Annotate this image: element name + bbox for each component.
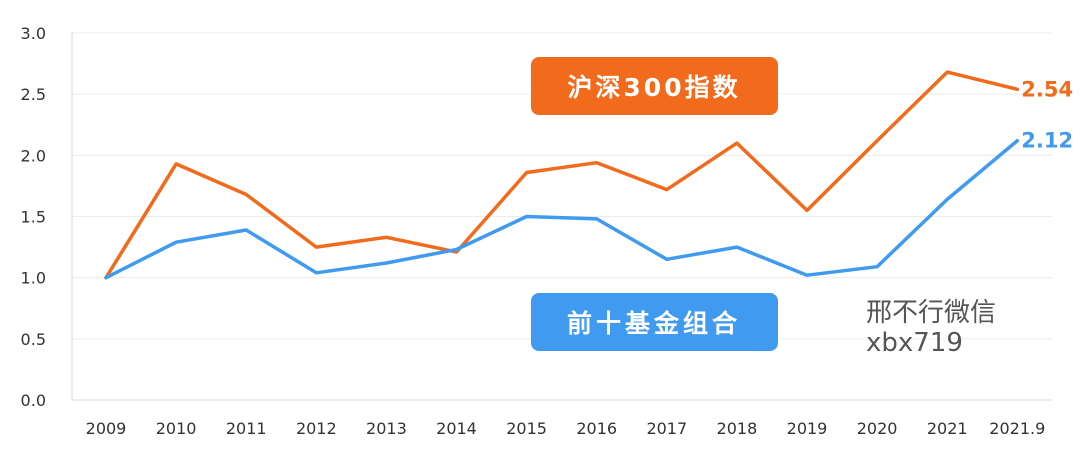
legend-top10-funds: 前十基金组合	[531, 293, 778, 351]
y-tick-label-6: 3.0	[21, 24, 46, 43]
x-tick-label-0: 2009	[86, 419, 127, 438]
legend-csi300-box	[531, 57, 778, 115]
x-tick-label-11: 2020	[857, 419, 898, 438]
series-end-labels: 2.54 2.12	[1021, 77, 1073, 152]
y-tick-label-5: 2.5	[21, 85, 46, 104]
watermark-line1: 邢不行微信	[866, 298, 996, 328]
axes	[71, 31, 1052, 401]
legend-top10-funds-label: 前十基金组合	[567, 309, 741, 338]
x-tick-label-9: 2018	[717, 419, 758, 438]
x-tick-label-10: 2019	[787, 419, 828, 438]
y-tick-label-1: 0.5	[21, 330, 46, 349]
x-tick-label-12: 2021	[927, 419, 968, 438]
x-tick-label-7: 2016	[576, 419, 617, 438]
x-tick-labels: 2009 2010 2011 2012 2013 2014 2015 2016 2017 2018…	[86, 419, 1046, 438]
x-tick-label-8: 2017	[646, 419, 687, 438]
legend-top10-funds-box	[531, 293, 778, 351]
x-tick-label-2: 2011	[226, 419, 267, 438]
series-line-1	[104, 138, 1020, 280]
y-tick-label-4: 2.0	[21, 146, 46, 165]
watermark-line2: xbx719	[866, 328, 963, 358]
legend-csi300-label: 沪深300指数	[567, 73, 740, 102]
y-tick-label-0: 0.0	[21, 391, 46, 410]
y-tick-label-2: 1.0	[21, 269, 46, 288]
x-tick-label-13: 2021.9	[989, 419, 1045, 438]
x-tick-label-4: 2013	[366, 419, 407, 438]
x-tick-label-5: 2014	[436, 419, 477, 438]
x-tick-label-1: 2010	[156, 419, 197, 438]
y-tick-label-3: 1.5	[21, 208, 46, 227]
y-tick-labels: 0.0 0.5 1.0 1.5 2.0 2.5 3.0	[21, 24, 46, 410]
x-tick-label-3: 2012	[296, 419, 337, 438]
legend-csi300: 沪深300指数	[531, 57, 778, 115]
series-end-label-1: 2.12	[1021, 129, 1073, 153]
series-line-0	[104, 70, 1020, 280]
series-end-label-0: 2.54	[1021, 77, 1073, 101]
series-lines	[104, 70, 1020, 280]
x-tick-label-6: 2015	[506, 419, 547, 438]
